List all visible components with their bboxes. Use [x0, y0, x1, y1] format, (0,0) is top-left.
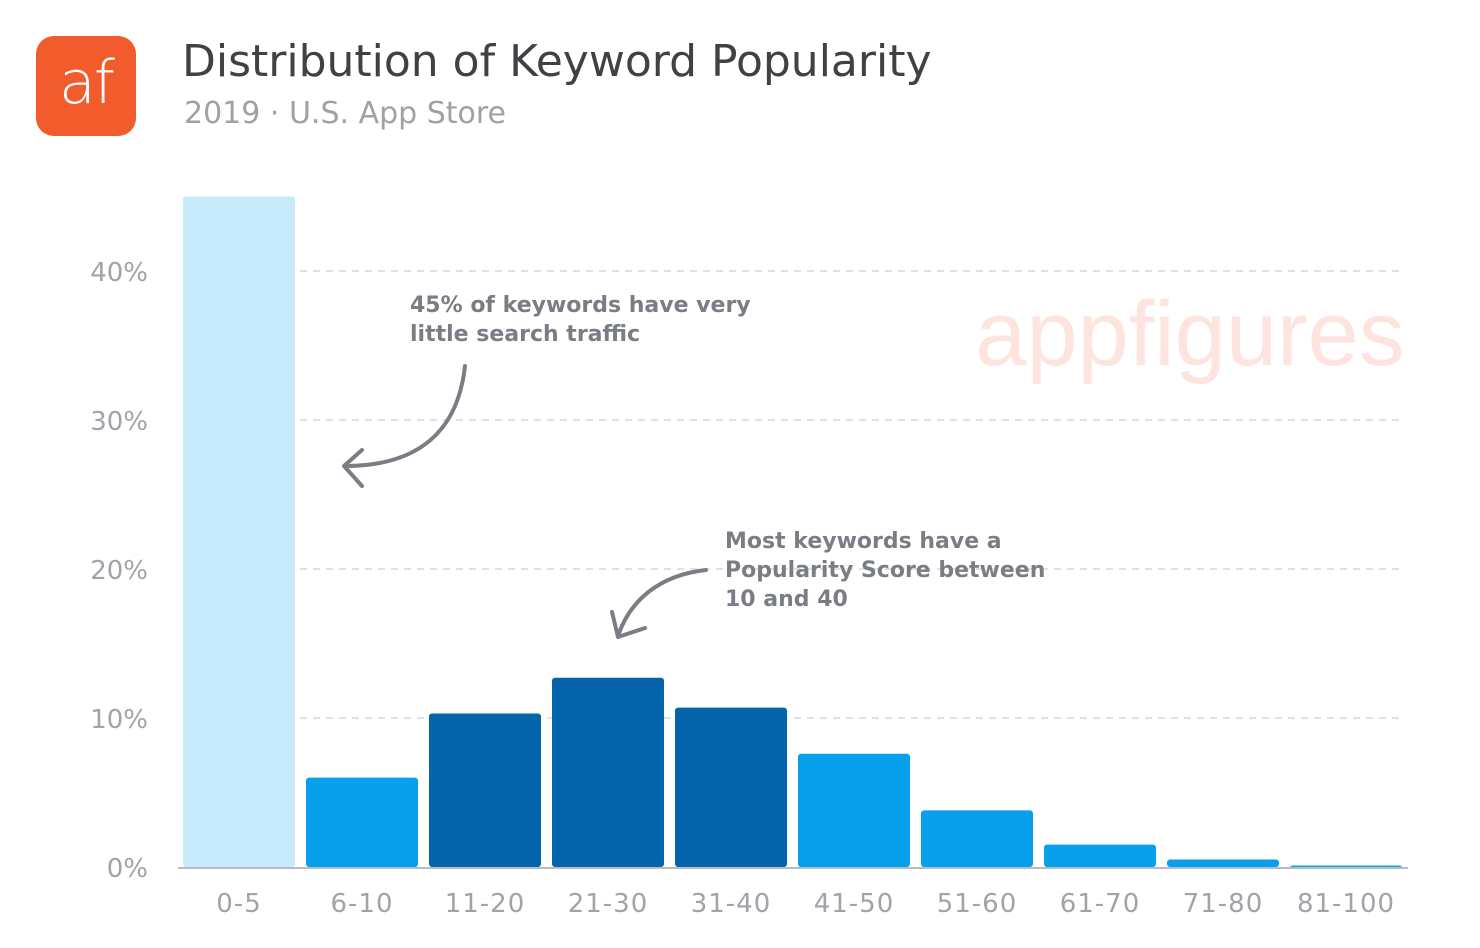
annotation-layer: 45% of keywords have very little search t…	[342, 293, 1045, 639]
y-tick-label: 30%	[90, 407, 148, 437]
y-tick-label: 10%	[90, 705, 148, 735]
appfigures-logo: af	[36, 36, 136, 136]
arrowhead-low	[342, 448, 364, 488]
bar-81-100	[1290, 865, 1402, 867]
y-tick-label: 0%	[107, 854, 148, 884]
chart-subtitle: 2019 · U.S. App Store	[184, 96, 507, 131]
x-tick-label: 51-60	[937, 889, 1018, 919]
x-tick-label: 61-70	[1060, 889, 1141, 919]
watermark: appfigures	[975, 283, 1405, 385]
bar-0-5	[183, 196, 295, 867]
arrow-to-low-bar	[343, 364, 467, 468]
x-tick-label: 41-50	[814, 889, 895, 919]
chart-title: Distribution of Keyword Popularity	[182, 36, 932, 87]
bar-71-80	[1167, 859, 1279, 867]
annotation-line: Most keywords have a	[725, 529, 1002, 554]
bar-51-60	[921, 810, 1033, 867]
annotation-low-note: 45% of keywords have very little search t…	[410, 293, 751, 347]
annotation-line: little search traffic	[410, 322, 640, 347]
x-tick-label: 31-40	[691, 889, 772, 919]
axis-layer: 0% 10% 20% 30% 40% 0-5 6-10 11-20 21-30 31-40 41-5…	[90, 258, 1408, 919]
annotation-mid-note: Most keywords have a Popularity Score bet…	[725, 529, 1045, 612]
x-tick-label: 71-80	[1183, 889, 1264, 919]
bars-layer	[183, 196, 1402, 867]
bar-6-10	[306, 777, 418, 867]
annotation-line: Popularity Score between	[725, 558, 1045, 583]
annotation-line: 45% of keywords have very	[410, 293, 751, 318]
y-tick-label: 40%	[90, 258, 148, 288]
bar-31-40	[675, 707, 787, 867]
x-tick-label: 6-10	[330, 889, 393, 919]
bar-41-50	[798, 753, 910, 867]
bar-21-30	[552, 677, 664, 867]
x-tick-label: 21-30	[568, 889, 649, 919]
bar-11-20	[429, 713, 541, 867]
x-tick-label: 11-20	[445, 889, 526, 919]
arrow-to-mid-bars	[616, 568, 708, 638]
x-tick-label: 81-100	[1297, 889, 1395, 919]
y-tick-label: 20%	[90, 556, 148, 586]
bar-61-70	[1044, 844, 1156, 867]
logo-text: af	[59, 48, 115, 118]
annotation-line: 10 and 40	[725, 587, 848, 612]
arrowhead-mid	[610, 610, 647, 639]
x-tick-label: 0-5	[216, 889, 261, 919]
